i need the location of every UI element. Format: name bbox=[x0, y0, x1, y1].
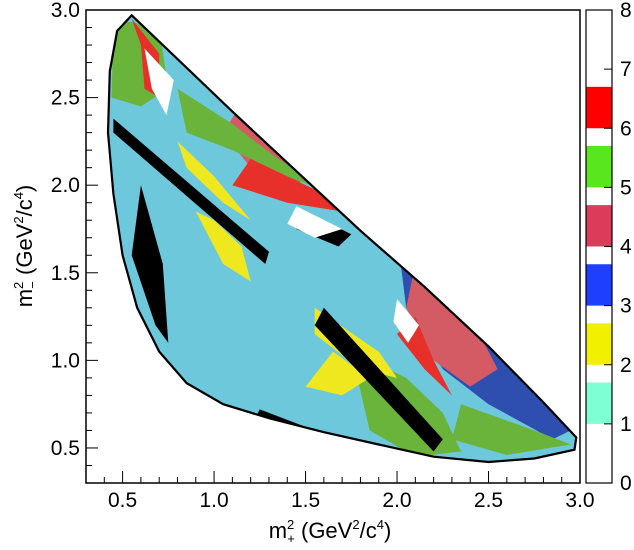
colorbar-bin bbox=[586, 145, 612, 188]
colorbar-tick-label: 1 bbox=[620, 413, 632, 436]
colorbar-bin bbox=[586, 27, 612, 70]
y-tick-label: 1.5 bbox=[51, 262, 80, 285]
region-green-7 bbox=[451, 404, 571, 455]
region-white-25 bbox=[393, 299, 419, 343]
x-tick-label: 1.5 bbox=[291, 489, 320, 512]
x-tick-label: 2.0 bbox=[382, 489, 411, 512]
region-black-19 bbox=[314, 307, 443, 452]
x-axis-label: m2 + (GeV2/c4) bbox=[269, 517, 392, 546]
region-white-22 bbox=[144, 48, 174, 116]
colorbar-tick-label: 6 bbox=[620, 117, 632, 140]
dalitz-boundary bbox=[106, 13, 578, 464]
colorbar-tick-label: 3 bbox=[620, 295, 632, 318]
colorbar: 0 1 2 3 4 5 6 7 8 bbox=[585, 0, 632, 495]
colorbar-tick-label: 7 bbox=[620, 58, 632, 81]
colorbar-bin bbox=[586, 474, 612, 483]
x-tick-label: 2.5 bbox=[474, 489, 503, 512]
colorbar-bin bbox=[586, 86, 612, 129]
region-yellow-15 bbox=[305, 351, 370, 396]
region-red-9 bbox=[232, 158, 343, 212]
plot-frame bbox=[85, 9, 581, 484]
y-tick-label: 2.0 bbox=[51, 174, 80, 197]
region-yellow-16 bbox=[177, 141, 251, 221]
colorbar-tick-label: 2 bbox=[620, 354, 632, 377]
colorbar-bin bbox=[586, 205, 612, 247]
plot-area bbox=[85, 9, 581, 484]
region-white-24 bbox=[210, 426, 251, 440]
region-yellow-13 bbox=[195, 211, 251, 282]
colorbar-bin bbox=[586, 382, 612, 424]
region-pink-3 bbox=[406, 264, 498, 387]
y-tick-label: 0.5 bbox=[51, 437, 80, 460]
y-tick-label: 2.5 bbox=[51, 87, 80, 110]
y-axis-label: m2− (GeV2/c4) bbox=[11, 185, 40, 308]
colorbar-tick-label: 4 bbox=[620, 236, 632, 259]
x-tick-label: 3.0 bbox=[565, 489, 594, 512]
colorbar-bin bbox=[586, 323, 612, 365]
region-white-23 bbox=[287, 206, 343, 238]
y-tick-label: 3.0 bbox=[51, 0, 80, 22]
region-red-11 bbox=[232, 439, 297, 452]
colorbar-tick-label: 0 bbox=[620, 472, 632, 495]
colorbar-tick-label: 8 bbox=[620, 0, 632, 22]
x-tick-label: 0.5 bbox=[108, 489, 137, 512]
y-axis: 0.5 1.0 1.5 2.0 2.5 3.0 bbox=[51, 0, 98, 484]
y-tick-label: 1.0 bbox=[51, 349, 80, 372]
colorbar-tick-label: 5 bbox=[620, 176, 632, 199]
region-black-18 bbox=[113, 118, 270, 264]
region-green-5 bbox=[177, 88, 333, 194]
dalitz-regions bbox=[108, 15, 577, 463]
region-black-17 bbox=[131, 185, 169, 343]
x-tick-label: 1.0 bbox=[199, 489, 228, 512]
x-axis: 0.5 1.0 1.5 2.0 2.5 3.0 bbox=[85, 471, 595, 512]
colorbar-bin bbox=[586, 264, 612, 306]
